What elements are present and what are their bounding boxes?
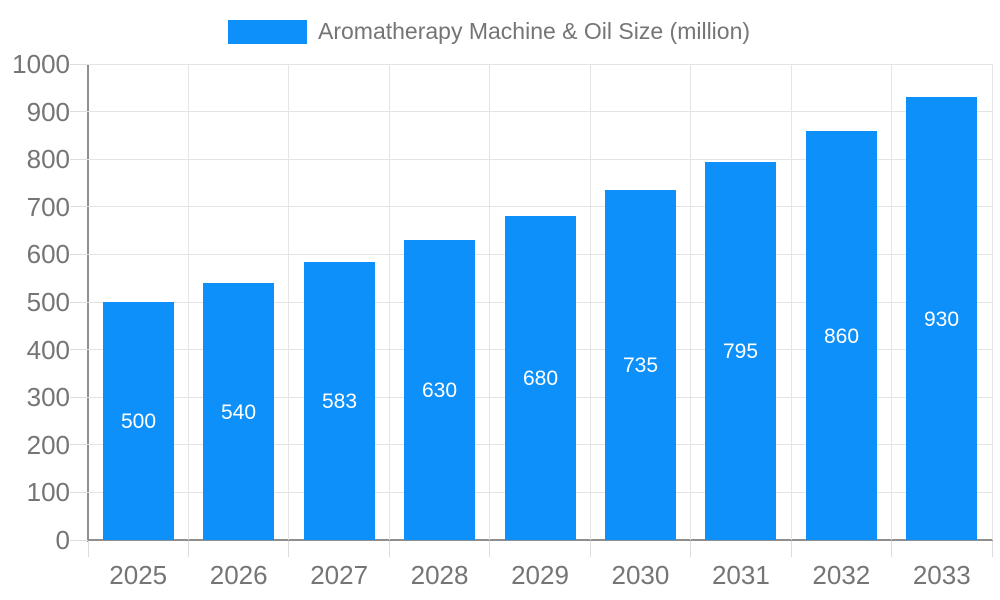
gridline-h bbox=[88, 63, 992, 65]
gridline-v bbox=[690, 64, 692, 540]
y-tick bbox=[70, 349, 88, 351]
bar-value-label: 500 bbox=[120, 410, 157, 433]
bar-value-label: 735 bbox=[622, 354, 659, 377]
bar-value-label: 860 bbox=[823, 325, 860, 348]
x-axis-tick-label: 2033 bbox=[912, 560, 971, 590]
x-tick bbox=[388, 541, 390, 557]
x-axis-tick-label: 2027 bbox=[310, 560, 369, 590]
y-axis-tick-label: 900 bbox=[26, 96, 70, 127]
x-tick bbox=[690, 541, 692, 557]
bar-value-label: 540 bbox=[220, 401, 257, 424]
bar-value-label: 680 bbox=[522, 367, 559, 390]
legend-label: Aromatherapy Machine & Oil Size (million… bbox=[318, 18, 751, 44]
y-axis-tick-label: 0 bbox=[55, 525, 70, 555]
bar-2026 bbox=[203, 283, 274, 540]
y-axis-tick-label: 400 bbox=[26, 334, 70, 365]
y-tick bbox=[70, 206, 88, 208]
bar-value-label: 630 bbox=[421, 379, 458, 402]
x-axis-tick-label: 2025 bbox=[109, 560, 168, 590]
bar-value-label: 583 bbox=[321, 390, 358, 413]
bar-2032 bbox=[806, 131, 877, 540]
y-tick bbox=[70, 158, 88, 160]
y-tick bbox=[70, 444, 88, 446]
y-axis-tick-label: 800 bbox=[26, 144, 70, 175]
y-axis-tick-label: 700 bbox=[26, 191, 70, 222]
x-axis-tick-label: 2032 bbox=[812, 560, 871, 590]
x-tick bbox=[187, 541, 189, 557]
gridline-h bbox=[88, 111, 992, 113]
bar-2029 bbox=[505, 216, 576, 540]
y-axis-tick-label: 1000 bbox=[12, 49, 70, 79]
chart-legend[interactable]: Aromatherapy Machine & Oil Size (million… bbox=[228, 18, 750, 45]
x-tick bbox=[991, 541, 993, 557]
x-tick bbox=[489, 541, 491, 557]
gridline-v bbox=[891, 64, 893, 540]
bar-2028 bbox=[404, 240, 475, 540]
gridline-v bbox=[187, 64, 189, 540]
y-tick bbox=[70, 301, 88, 303]
x-tick bbox=[87, 541, 89, 557]
bar-value-label: 795 bbox=[722, 340, 759, 363]
y-tick bbox=[70, 396, 88, 398]
y-axis-tick-label: 300 bbox=[26, 382, 70, 413]
bar-2027 bbox=[304, 262, 375, 540]
y-axis-tick-label: 100 bbox=[26, 477, 70, 508]
x-tick bbox=[589, 541, 591, 557]
bar-2033 bbox=[906, 97, 977, 540]
y-tick bbox=[70, 253, 88, 255]
x-axis-line bbox=[87, 539, 993, 541]
gridline-v bbox=[388, 64, 390, 540]
y-axis-tick-label: 500 bbox=[26, 287, 70, 317]
legend-swatch bbox=[228, 19, 307, 44]
gridline-v bbox=[288, 64, 290, 540]
bar-2025 bbox=[103, 302, 174, 540]
x-axis-tick-label: 2031 bbox=[711, 560, 770, 590]
gridline-v bbox=[589, 64, 591, 540]
y-tick bbox=[70, 491, 88, 493]
x-tick bbox=[891, 541, 893, 557]
bar-2031 bbox=[705, 162, 776, 540]
y-axis-tick-label: 200 bbox=[26, 429, 70, 460]
plot-area: 500 540 583 630 680 735 795 860 930 bbox=[88, 63, 993, 540]
y-tick bbox=[70, 63, 88, 65]
bar-2030 bbox=[605, 190, 676, 540]
gridline-v bbox=[991, 64, 993, 540]
x-axis-tick-label: 2028 bbox=[410, 560, 469, 590]
y-axis-tick-label: 600 bbox=[26, 239, 70, 270]
gridline-h bbox=[88, 158, 992, 160]
bar-value-label: 930 bbox=[923, 308, 960, 331]
y-axis-line bbox=[87, 64, 89, 542]
y-tick bbox=[70, 111, 88, 113]
gridline-h bbox=[88, 206, 992, 208]
x-axis-tick-label: 2026 bbox=[209, 560, 268, 590]
x-axis-tick-label: 2029 bbox=[511, 560, 569, 590]
gridline-v bbox=[790, 64, 792, 540]
x-axis-tick-label: 2030 bbox=[611, 560, 670, 590]
x-tick bbox=[790, 541, 792, 557]
x-tick bbox=[288, 541, 290, 557]
y-tick bbox=[70, 539, 88, 541]
gridline-v bbox=[489, 64, 491, 540]
